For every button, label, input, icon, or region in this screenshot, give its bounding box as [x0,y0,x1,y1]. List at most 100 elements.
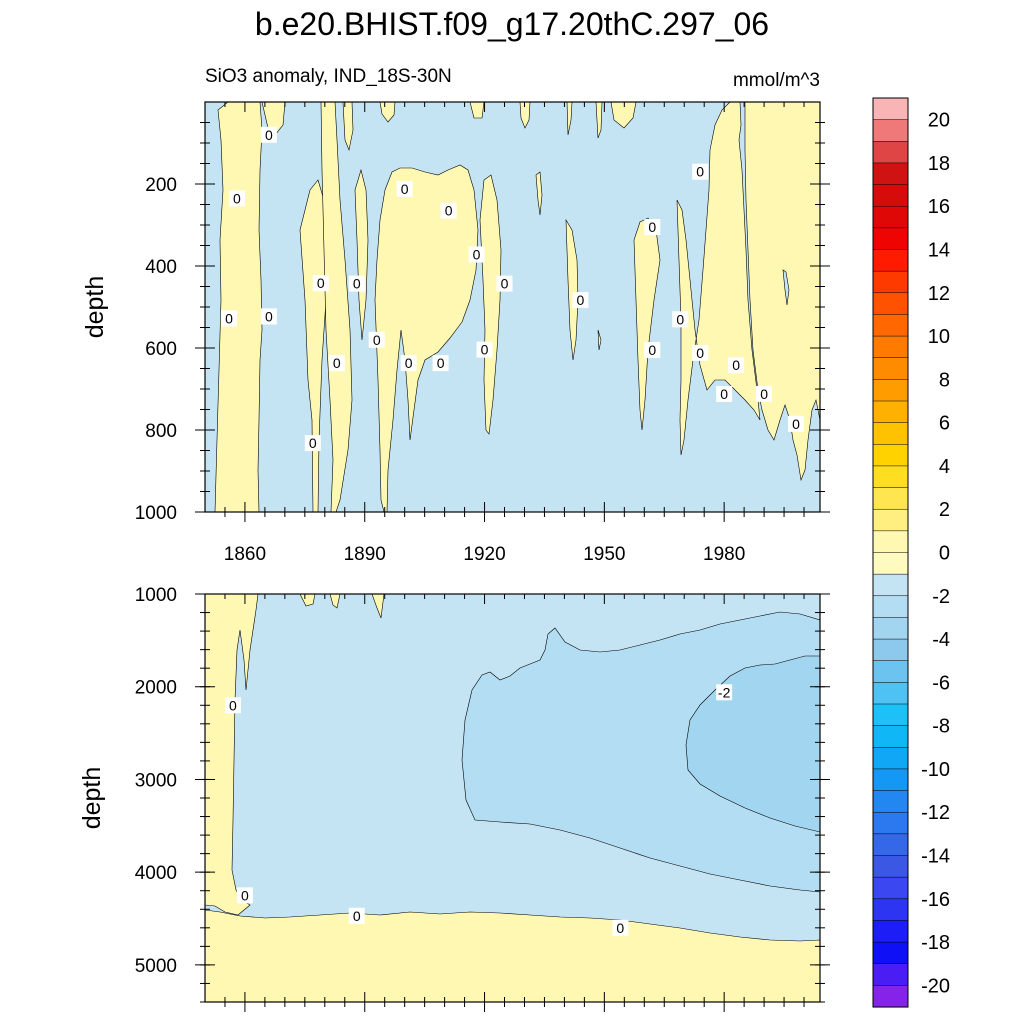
contour-label-box [224,697,241,714]
upper-contour-label: 0 [260,308,277,325]
colorbar-swatch [872,617,909,640]
upper-contour-label: 0 [432,355,449,372]
deep-positive-bump [329,594,341,609]
colorbar-swatch [872,400,909,424]
upper-contour-label: 0 [400,355,417,372]
colorbar-swatch [872,963,909,986]
upper-positive-patch [320,102,353,512]
contour-label-text: 0 [576,292,584,308]
colorbar-swatch [872,465,909,489]
contour-label-box [728,357,745,374]
y-tick-label: 1000 [135,503,177,524]
y-tick-label: 4000 [135,863,177,884]
colorbar-label: 2 [939,499,950,521]
deep-contour-label: 0 [612,919,629,936]
upper-contour-label: 0 [304,435,321,452]
contour-label-text: 0 [648,342,656,358]
colorbar-label: -4 [932,629,950,651]
contour-label-text: 0 [760,386,768,402]
upper-positive-patch [744,102,820,482]
colorbar-swatch [872,898,909,921]
upper-positive-patch [535,171,543,216]
colorbar-swatch [872,833,909,857]
contour-label-text: -2 [718,684,731,700]
colorbar-label: 6 [939,413,950,435]
colorbar-swatch [872,985,909,1008]
upper-positive-patch [595,102,603,139]
deep-contour-label: -2 [716,684,733,701]
colorbar-label: 12 [928,283,950,305]
upper-contour-label: 0 [728,357,745,374]
contour-label-box [572,292,589,309]
colorbar-frame [872,97,909,1008]
upper-contour-label: 0 [572,292,589,309]
colorbar-swatch [872,920,909,943]
contour-label-text: 0 [616,920,624,936]
contour-label-text: 0 [229,697,237,713]
colorbar-swatch [872,552,909,575]
colorbar-swatch [872,227,909,251]
colorbar-swatch [872,487,909,510]
contour-label-box [396,180,413,197]
contour-label-box [496,275,513,292]
upper-positive-patch [214,102,263,512]
upper-positive-patch [342,102,354,152]
colorbar-swatch [872,314,909,337]
contour-label-box [612,919,629,936]
x-tick-label: 1920 [463,544,505,565]
contour-label-text: 0 [317,275,325,291]
colorbar-swatch [872,508,909,532]
colorbar-swatch [872,573,909,597]
contour-label-box [400,355,417,372]
upper-positive-patch [299,179,328,512]
contour-label-box [236,887,253,904]
contour-label-box [440,202,457,219]
colorbar-swatch [872,379,909,402]
upper-contour-label: 0 [468,247,485,263]
contour-label-box [644,219,661,236]
deep-ocean-panel: 0 0 0 0 -2 1000 2000 3000 4000 5000 depth [78,585,830,1012]
colorbar-swatch [872,357,909,380]
contour-label-box [228,190,245,207]
colorbar-label: 20 [928,110,950,132]
upper-positive-patches [214,102,820,512]
contour-label-box [692,344,709,361]
colorbar-swatch [872,725,909,748]
y-tick-label: 1000 [135,585,177,606]
deep-positive-bottom [205,909,820,1002]
upper-positive-patch [519,102,531,129]
contour-label-text: 0 [732,357,740,373]
colorbar-label: -16 [921,889,950,911]
y-tick-label: 200 [145,175,177,196]
x-tick-label: 1950 [583,544,625,565]
colorbar: 20181614121086420-2-4-6-8-10-12-14-16-18… [872,97,950,1008]
contour-label-text: 0 [241,887,249,903]
colorbar-swatch [872,249,909,272]
contour-label-box [220,310,237,327]
colorbar-swatch [872,768,909,792]
colorbar-swatch [872,855,909,878]
contour-label-text: 0 [373,332,381,348]
upper-contour-label: 0 [756,385,773,402]
x-tick-label: 1860 [224,544,266,565]
contour-label-text: 0 [401,181,409,197]
colorbar-label: 0 [939,543,950,565]
colorbar-swatch [872,184,909,207]
contour-label-box [756,385,773,402]
contour-label-text: 0 [676,311,684,327]
contour-label-text: 0 [437,355,445,371]
colorbar-swatch [872,660,909,683]
contour-label-box [432,355,449,372]
contour-label-text: 0 [233,190,241,206]
upper-contour-label: 0 [312,275,329,292]
contour-label-box [716,684,733,701]
variable-subtitle: SiO3 anomaly, IND_18S-30N [205,66,452,87]
contour-label-box [260,308,277,325]
contour-label-text: 0 [473,247,481,263]
colorbar-swatch [872,595,909,618]
colorbar-swatch [872,97,909,121]
colorbar-label: 8 [939,369,950,391]
